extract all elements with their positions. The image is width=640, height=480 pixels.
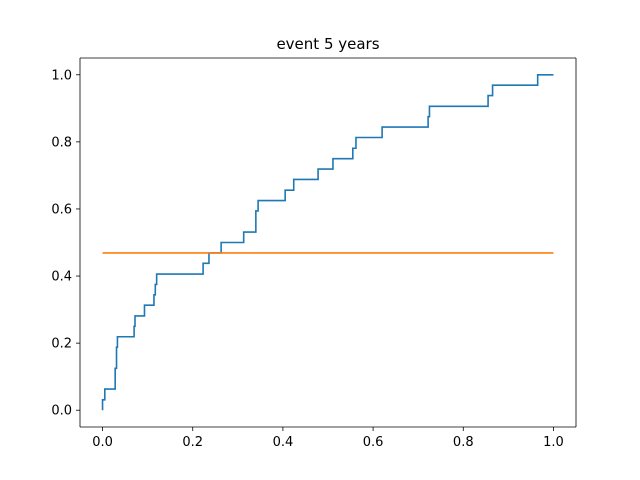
y-tick-label: 0.6 xyxy=(51,202,72,217)
series-line-0 xyxy=(101,73,554,411)
y-tick-label: 0.4 xyxy=(51,270,72,285)
x-tick-label: 0.2 xyxy=(182,435,203,450)
y-tick-label: 0.8 xyxy=(51,135,72,150)
series-layer xyxy=(101,73,554,411)
plot-area xyxy=(79,57,577,428)
x-axis: 0.0 0.2 0.4 0.6 0.8 1.0 xyxy=(92,427,564,450)
y-tick-label: 1.0 xyxy=(51,68,72,83)
y-tick-label: 0.2 xyxy=(51,337,72,352)
x-tick-label: 0.4 xyxy=(273,435,294,450)
chart-title: event 5 years xyxy=(276,35,379,53)
x-tick-label: 0.6 xyxy=(363,435,384,450)
x-tick-label: 0.0 xyxy=(92,435,113,450)
x-tick-label: 0.8 xyxy=(453,435,474,450)
x-tick-label: 1.0 xyxy=(543,435,564,450)
y-axis: 0.0 0.2 0.4 0.6 0.8 1.0 xyxy=(51,68,80,419)
y-tick-label: 0.0 xyxy=(51,404,72,419)
